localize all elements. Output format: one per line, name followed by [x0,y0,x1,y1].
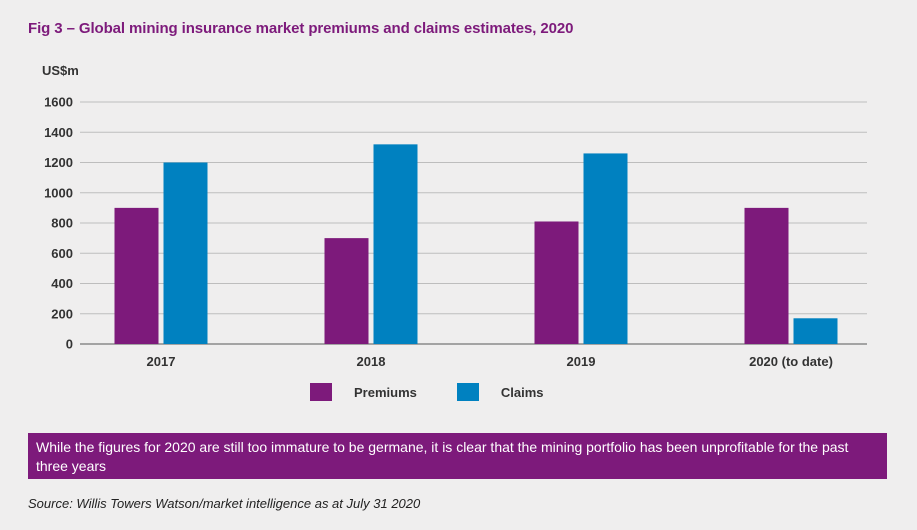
y-tick-label: 600 [51,246,73,261]
y-tick-label: 1400 [44,125,73,140]
bar-premiums-1 [324,238,369,344]
bar-claims-1 [373,144,418,344]
x-tick-label: 2018 [357,354,386,369]
bar-claims-3 [793,318,838,344]
legend-swatch-premiums [310,383,332,401]
y-tick-label: 200 [51,306,73,321]
y-tick-label: 1600 [44,95,73,110]
x-tick-label: 2017 [147,354,176,369]
legend-label-claims: Claims [500,384,544,400]
legend-label-premiums: Premiums [354,384,417,400]
legend-item-claims: Claims [456,383,544,401]
note-box: While the figures for 2020 are still too… [28,433,887,479]
y-tick-label: 800 [51,216,73,231]
x-tick-label: 2020 (to date) [749,354,833,369]
y-tick-label: 1200 [44,155,73,170]
y-tick-labels: 0 200 400 600 800 1000 1200 1400 1600 [44,95,73,352]
y-tick-label: 400 [51,276,73,291]
bar-claims-0 [163,162,208,344]
y-tick-label: 1000 [44,185,73,200]
bar-premiums-0 [114,207,159,344]
bar-claims-2 [583,153,628,344]
legend: Premiums Claims [310,383,584,401]
legend-swatch-claims [456,383,479,401]
legend-item-premiums: Premiums [310,383,417,401]
x-tick-label: 2019 [567,354,596,369]
figure-title: Fig 3 – Global mining insurance market p… [28,20,574,37]
bars [114,144,838,344]
bar-premiums-2 [534,221,579,344]
gridlines [80,101,867,345]
y-tick-label: 0 [66,337,73,352]
source-note: Source: Willis Towers Watson/market inte… [28,496,421,511]
bar-premiums-3 [744,207,789,344]
y-axis-label: US$m [42,63,79,78]
x-tick-labels: 2017 2018 2019 2020 (to date) [147,354,833,369]
